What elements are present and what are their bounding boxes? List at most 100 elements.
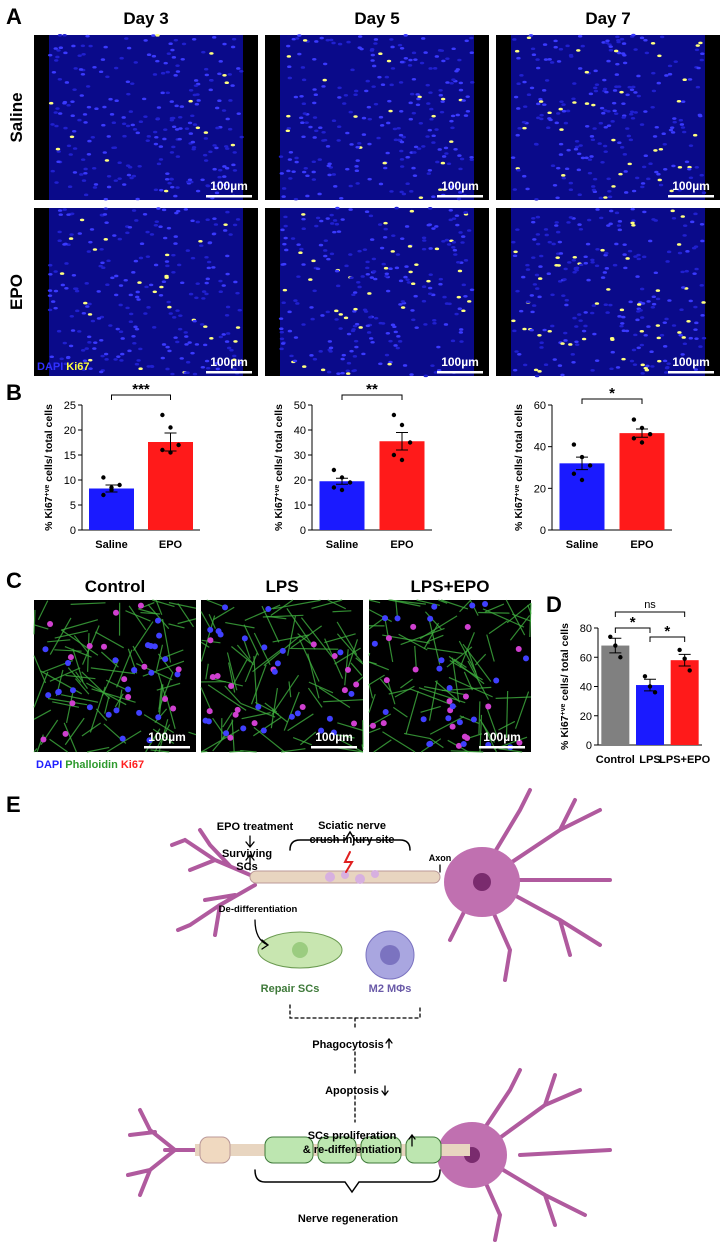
nucleus [631,219,636,222]
nucleus [131,271,136,274]
nucleus [294,710,301,717]
actin-fiber [155,599,163,615]
nucleus [656,81,661,85]
nucleus [415,103,421,107]
nucleus [148,669,155,676]
nucleus [617,141,622,144]
nucleus [382,236,388,239]
nucleus [71,273,77,277]
nucleus [539,117,544,121]
nucleus [600,276,606,279]
significance-label: * [630,614,636,631]
nucleus [302,365,307,368]
nucleus [56,160,61,164]
y-tick-label: 30 [294,450,306,462]
scale-bar-label: 100µm [210,355,248,369]
nucleus [557,240,563,244]
nucleus [701,336,707,340]
nucleus [318,350,323,353]
nucleus [50,169,55,173]
nucleus [174,128,180,131]
nucleus [337,42,343,46]
y-tick-label: 40 [580,682,592,694]
diagram-label: Sciatic nerve [318,820,386,832]
nucleus [535,233,541,236]
nucleus [88,358,93,362]
nucleus [648,162,653,166]
data-point [101,492,106,498]
nucleus [77,118,82,122]
actin-fiber [505,690,509,738]
nucleus [178,115,183,119]
nucleus [331,119,337,123]
nucleus [662,142,667,146]
nucleus [175,70,181,73]
nucleus [408,270,413,274]
nucleus [155,34,160,37]
nucleus [385,331,391,335]
nucleus [310,641,317,648]
nucleus [348,208,353,211]
nucleus [327,173,332,177]
actin-fiber [395,599,399,618]
nucleus [615,62,620,66]
nucleus [70,329,76,332]
actin-fiber [287,713,314,732]
nucleus [288,177,293,180]
nucleus [403,57,409,60]
nucleus [428,273,433,276]
actin-fiber [177,618,197,625]
nucleus [469,602,476,609]
nucleus [442,188,447,191]
nucleus [91,166,97,170]
nucleus [385,151,390,155]
actin-fiber [147,603,170,630]
nucleus [405,278,410,281]
actin-fiber [453,658,467,669]
y-tick-label: 40 [294,425,306,437]
actin-fiber [428,618,441,665]
nucleus [125,306,130,310]
actin-fiber [403,732,431,740]
nucleus [80,158,86,161]
nucleus [421,236,427,240]
nucleus [225,305,231,309]
nucleus [53,289,59,293]
nucleus [321,85,326,88]
nucleus [303,166,308,170]
nucleus [308,278,313,281]
nucleus [106,185,112,189]
actin-fiber [33,748,38,753]
actin-fiber [368,652,371,656]
nucleus [175,155,181,158]
diagram-label: De-differentiation [219,904,298,915]
actin-fiber [382,731,416,753]
nucleus [314,40,319,43]
nucleus [399,140,405,144]
nucleus [131,209,137,212]
nucleus [158,293,164,297]
nucleus [519,74,524,77]
nucleus [449,119,454,123]
nucleus [603,303,608,307]
nucleus [196,99,201,102]
nucleus [62,341,67,345]
actin-fiber [168,602,197,609]
diagram-label: Apoptosis [325,1085,379,1097]
actin-fiber [212,734,227,752]
nucleus [432,318,437,322]
nucleus [493,677,500,684]
nucleus [158,225,163,229]
nucleus [429,107,434,111]
nucleus [544,79,550,82]
nucleus [555,230,561,234]
actin-fiber [398,633,428,651]
nucleus [515,646,522,653]
nucleus [136,709,143,716]
nucleus [529,86,535,90]
nucleus [438,657,445,664]
nucleus [619,37,625,41]
nucleus [312,136,317,139]
actin-fiber [231,719,235,753]
nucleus [144,285,149,289]
